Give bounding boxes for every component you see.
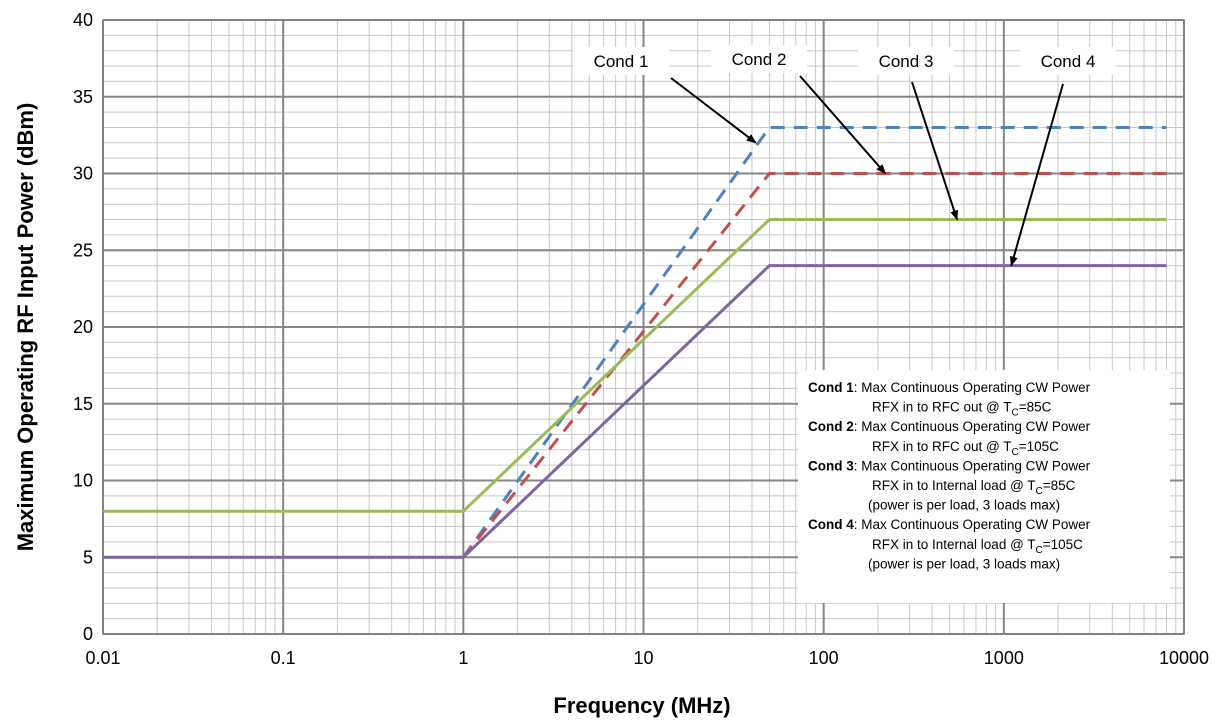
legend-background [798,370,1170,603]
callouts: Cond 1 Cond 2 Cond 3 Cond 4 [573,45,1116,267]
x-tick-label: 10 [633,648,653,668]
legend-entry-line: (power is per load, 3 loads max) [868,498,1060,513]
tick-labels: 0.01 0.1 1 10 100 1000 10000 0 5 10 15 20 25 30 35 40 [73,10,1209,668]
x-tick-label: 100 [809,648,839,668]
callout-label: Cond 4 [1041,52,1096,71]
series-line-cond-4 [103,264,1167,559]
y-tick-label: 20 [73,317,93,337]
callout-background [711,45,807,73]
y-tick-label: 10 [73,471,93,491]
callout-label: Cond 2 [732,50,787,69]
legend-box: Cond 1: Max Continuous Operating CW Powe… [798,370,1170,603]
callout-arrow [911,81,959,221]
legend-entry-line: RFX in to RFC out @ TC=105C [872,439,1059,458]
x-tick-label: 0.1 [271,648,296,668]
legend-entry-line: RFX in to Internal load @ TC=85C [872,478,1076,497]
callout-background [1020,47,1116,75]
callout-arrow [799,75,887,175]
y-tick-label: 25 [73,240,93,260]
callout-label: Cond 1 [594,52,649,71]
x-tick-label: 1 [458,648,468,668]
legend-entry-line: RFX in to Internal load @ TC=105C [872,537,1083,556]
x-tick-label: 0.01 [85,648,120,668]
series-line-cond-3 [103,218,1167,513]
series-layer [103,126,1167,559]
y-tick-label: 35 [73,87,93,107]
callout-arrow [670,77,757,144]
callout-label: Cond 3 [879,52,934,71]
y-tick-label: 30 [73,164,93,184]
callout-arrow [1009,83,1064,267]
x-tick-label: 10000 [1159,648,1209,668]
callout-background [858,47,954,75]
legend-entry-line: RFX in to RFC out @ TC=85C [872,400,1052,419]
series-line-cond-1 [462,126,1167,559]
legend-entry-line: (power is per load, 3 loads max) [868,556,1060,571]
legend-entry-line: Cond 1: Max Continuous Operating CW Powe… [808,380,1091,395]
y-axis-title: Maximum Operating RF Input Power (dBm) [13,103,38,552]
legend-entry-line: Cond 3: Max Continuous Operating CW Powe… [808,458,1091,473]
y-tick-label: 0 [83,624,93,644]
x-axis-title: Frequency (MHz) [553,693,730,718]
legend-entry-line: Cond 2: Max Continuous Operating CW Powe… [808,419,1091,434]
legend-entry-line: Cond 4: Max Continuous Operating CW Powe… [808,517,1091,532]
y-tick-label: 15 [73,394,93,414]
series-line-cond-2 [462,172,1167,559]
y-tick-label: 5 [83,547,93,567]
y-tick-label: 40 [73,10,93,30]
plot-border [102,19,1185,635]
callout-background [573,47,669,75]
x-tick-label: 1000 [984,648,1024,668]
